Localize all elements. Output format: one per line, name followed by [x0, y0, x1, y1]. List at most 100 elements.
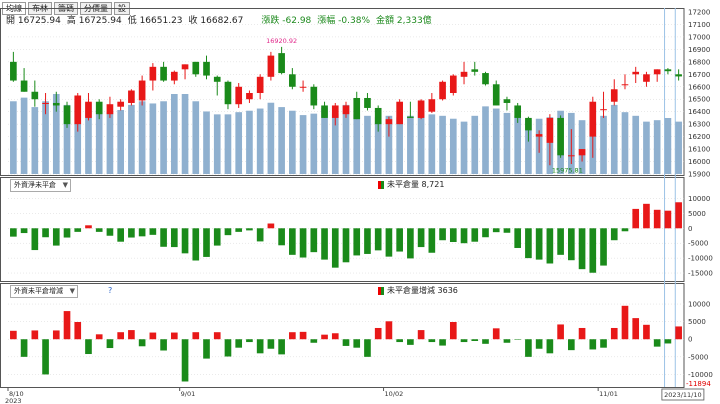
oi-change-bar [20, 339, 28, 357]
volume-bar [246, 110, 253, 174]
volume-bar [331, 113, 339, 174]
volume-bar [396, 117, 403, 174]
volume-bar [675, 121, 682, 174]
net-oi-bar [417, 228, 425, 248]
volume-bar [428, 114, 436, 174]
low-annotation: 15975.81 [552, 167, 583, 175]
oi-change-bar [31, 330, 39, 340]
high-annotation: 16920.92 [266, 37, 297, 45]
net-oi-axis-tick: 5000 [688, 210, 706, 218]
net-oi-bar [117, 228, 124, 242]
oi-change-axis-tick: 5000 [688, 318, 706, 326]
help-icon[interactable]: ? [108, 286, 113, 295]
candle-body [203, 61, 210, 76]
candle-body [610, 89, 618, 102]
net-oi-bar [20, 228, 28, 234]
candle-body [578, 149, 586, 156]
volume-bar [256, 108, 264, 174]
net-oi-bar [492, 228, 500, 233]
net-oi-axis-tick: -10000 [688, 255, 713, 263]
panel2-indicator-select[interactable]: 外資淨未平倉 ▼ [10, 179, 71, 192]
oi-change-bar [74, 321, 82, 340]
net-oi-bar [203, 228, 210, 257]
volume-bar [321, 107, 328, 174]
volume-bar [471, 115, 479, 174]
oi-change-bar [117, 332, 124, 340]
oi-change-axis-tick: 0 [688, 336, 692, 344]
volume-bar [342, 104, 350, 174]
oi-change-bar [181, 339, 189, 382]
candle-body [224, 81, 232, 105]
oi-change-bar [278, 339, 285, 355]
price-axis-tick: 17000 [688, 33, 710, 41]
pct-value: 漲幅 -0.38% [317, 16, 371, 26]
volume-bar [138, 101, 146, 174]
oi-change-bar [428, 339, 436, 343]
net-oi-bar [364, 228, 371, 254]
x-axis-year-label: 2023 [5, 397, 22, 404]
amount-value: 金額 2,333億 [376, 16, 432, 26]
oi-change-bar [600, 339, 607, 348]
oi-change-bar [364, 339, 371, 357]
net-oi-bar [460, 228, 468, 244]
panel-frame-3 [0, 283, 685, 388]
candle-body [568, 155, 575, 157]
candle-body [128, 90, 135, 103]
net-oi-bar [74, 228, 82, 232]
x-axis-tick-label: 11/01 [599, 390, 618, 398]
net-oi-bar [557, 228, 564, 255]
oi-change-bar [374, 327, 382, 340]
oi-change-bar [128, 330, 135, 340]
net-oi-bar [589, 228, 597, 273]
volume-bar [503, 112, 511, 174]
candle-body [256, 76, 264, 93]
candle-body [181, 64, 189, 70]
volume-bar [439, 115, 446, 174]
volume-bar [364, 115, 371, 174]
net-oi-bar [289, 228, 296, 255]
oi-change-bar [385, 321, 393, 340]
net-oi-bar [643, 203, 650, 229]
oi-change-bar [407, 339, 414, 345]
oi-change-bar [482, 339, 489, 344]
net-oi-bar [246, 228, 253, 231]
volume-bar [278, 107, 285, 174]
candle-body [428, 99, 436, 112]
oi-change-bar [396, 339, 403, 343]
oi-change-bar [63, 311, 71, 340]
price-axis-tick: 16000 [688, 158, 710, 166]
panel3-indicator-select[interactable]: 外資未平倉增減 ▼ [10, 285, 78, 298]
candle-body [299, 86, 307, 88]
net-oi-axis-tick: 0 [688, 225, 692, 233]
net-oi-bar [149, 228, 157, 235]
low-value: 低 16651.23 [127, 16, 183, 26]
oi-change-bar [653, 339, 661, 347]
net-oi-bar [181, 228, 189, 254]
open-value: 開 16725.94 [6, 16, 61, 26]
price-axis-tick: 17100 [688, 21, 710, 29]
net-oi-axis-tick: 10000 [688, 195, 710, 203]
panel2-legend: 未平倉量 8,721 [378, 180, 444, 190]
candle-body [20, 80, 28, 92]
candle-body [310, 86, 318, 106]
volume-bar [299, 115, 307, 174]
candle-body [471, 69, 479, 72]
candle-body [449, 75, 457, 93]
net-oi-bar [653, 209, 661, 229]
oi-change-bar [449, 321, 457, 340]
oi-change-bar [525, 339, 532, 357]
net-oi-bar [471, 228, 479, 242]
net-oi-bar [267, 223, 275, 229]
oi-change-bar [160, 339, 167, 351]
oi-change-bar [557, 324, 564, 340]
x-axis-tick-label: 10/02 [385, 390, 404, 398]
candle-body [589, 101, 597, 137]
net-oi-bar [224, 228, 232, 236]
candle-body [535, 134, 543, 137]
volume-bar [20, 97, 28, 174]
volume-bar [85, 102, 92, 174]
oi-change-bar [256, 339, 264, 354]
x-axis-tick-label: 9/01 [181, 390, 196, 398]
oi-change-bar [267, 339, 275, 349]
